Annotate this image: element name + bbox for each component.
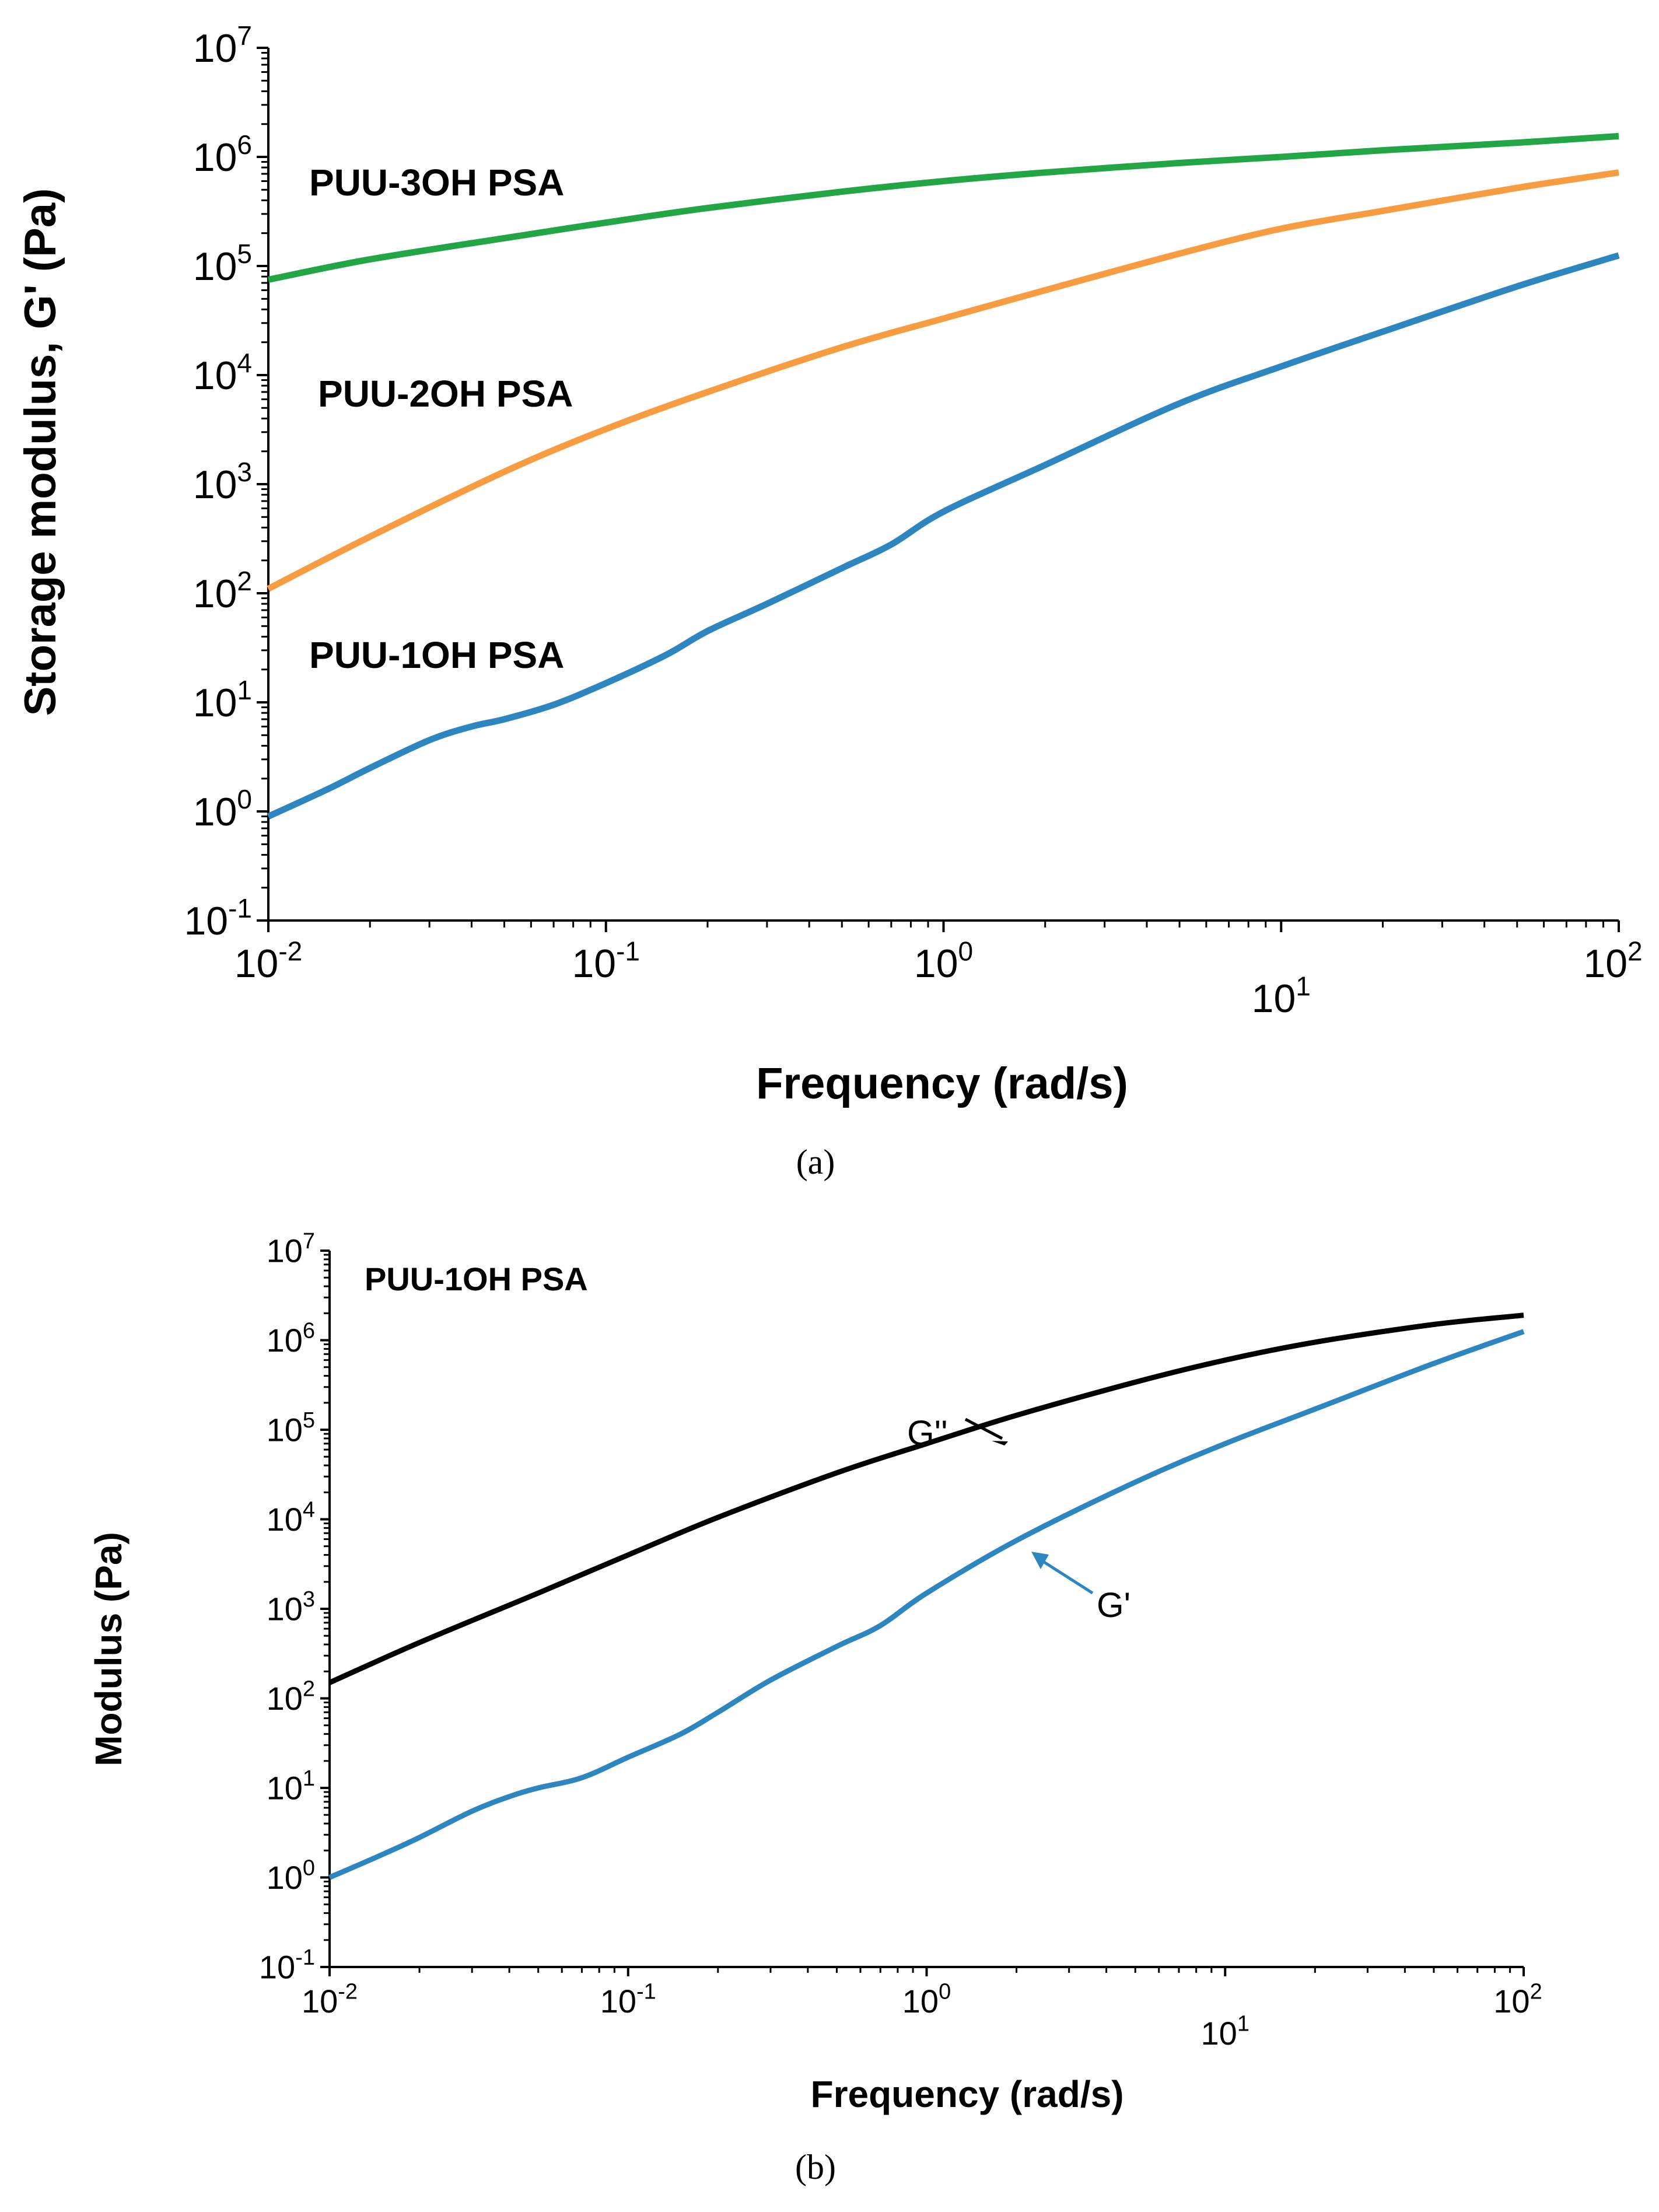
chart-a-x-tick-label: 101: [1252, 971, 1311, 1021]
chart-a-series-line-0: [267, 132, 1619, 283]
chart-a-x-axis-label: Frequency (rad/s): [756, 1059, 1128, 1108]
chart-b-caption: (b): [795, 2148, 836, 2186]
chart-b-y-axis-label: Modulus (Pa): [88, 1532, 130, 1766]
chart-a-y-tick-label: 100: [193, 784, 252, 834]
chart-b-y-tick-label: 104: [267, 1498, 315, 1538]
chart-b-x-axis-label: Frequency (rad/s): [810, 2073, 1124, 2115]
chart-a-y-tick-label: 10-1: [184, 893, 252, 943]
chart-a-label-puu-2oh: PUU-2OH PSA: [318, 373, 573, 415]
chart-b-title: PUU-1OH PSA: [365, 1261, 588, 1297]
chart-a-y-tick-label: 103: [193, 457, 252, 507]
chart-b-y-tick-label: 101: [267, 1766, 315, 1807]
chart-a-x-tick-label: 10-1: [572, 936, 640, 986]
chart-b-series: [328, 1312, 1525, 1880]
chart-a-y-tick-label: 102: [193, 566, 252, 616]
chart-b-annotation-g1-arrowhead: [1031, 1552, 1049, 1569]
chart-b-y-tick-labels: 10-1 100 101 102 103 104 105 106 107: [259, 1229, 315, 1986]
chart-a-label-puu-3oh: PUU-3OH PSA: [309, 162, 564, 204]
chart-a-y-tick-label: 104: [193, 348, 252, 398]
chart-a-y-tick-label: 101: [193, 675, 252, 725]
chart-a-y-tick-label: 106: [193, 130, 252, 180]
chart-a-y-axis-label: Storage modulus, G' (Pa): [16, 188, 65, 716]
chart-b-annotation-g2-label: G'': [907, 1413, 948, 1452]
chart-b-y-tick-label: 100: [267, 1856, 315, 1896]
chart-a-x-tick-label: 100: [914, 936, 973, 986]
chart-b-annotation-g2-arrowhead: [992, 1441, 1008, 1446]
chart-a-y-tick-label: 107: [193, 20, 252, 71]
chart-b-x-tick-label: 101: [1201, 2011, 1250, 2052]
chart-b-y-tick-label: 10-1: [259, 1945, 315, 1986]
chart-b-series-line-0: [328, 1312, 1524, 1685]
chart-b-ticks: [320, 1250, 1525, 1976]
chart-a-caption: (a): [796, 1143, 835, 1181]
chart-b-x-tick-label: 10-1: [600, 1979, 656, 2020]
chart-b-y-tick-label: 107: [267, 1229, 315, 1269]
chart-a-series-line-2: [267, 252, 1620, 820]
chart-b-annotation-g1-label: G': [1097, 1586, 1130, 1625]
chart-a-x-tick-labels: 10-2 10-1 100 101 102: [235, 936, 1643, 1021]
chart-b-annotation-g1-arrow: [1043, 1560, 1094, 1595]
chart-b-series-line-1: [328, 1329, 1525, 1880]
chart-b-x-tick-label: 102: [1493, 1979, 1542, 2020]
chart-a-x-tick-label: 10-2: [235, 936, 303, 986]
chart-a-label-puu-1oh: PUU-1OH PSA: [309, 634, 564, 676]
chart-b-x-tick-label: 100: [902, 1979, 951, 2020]
chart-b-y-tick-label: 102: [267, 1677, 315, 1717]
chart-b-y-tick-label: 106: [267, 1319, 315, 1359]
chart-a-series-line-1: [267, 169, 1619, 592]
chart-b-x-tick-labels: 10-2 10-1 100 101 102: [302, 1979, 1542, 2052]
chart-a-y-tick-labels: 10-1 100 101 102 103 104 105 106 107: [184, 20, 252, 943]
chart-a-y-tick-label: 105: [193, 239, 252, 289]
chart-b-x-tick-label: 10-2: [302, 1979, 358, 2020]
chart-b-y-tick-label: 105: [267, 1408, 315, 1448]
chart-a-series: [267, 132, 1620, 820]
chart-b-y-tick-label: 103: [267, 1587, 315, 1628]
chart-a-x-tick-label: 102: [1583, 936, 1642, 986]
chart-b-annotation-g2-arrow: [964, 1418, 1003, 1440]
